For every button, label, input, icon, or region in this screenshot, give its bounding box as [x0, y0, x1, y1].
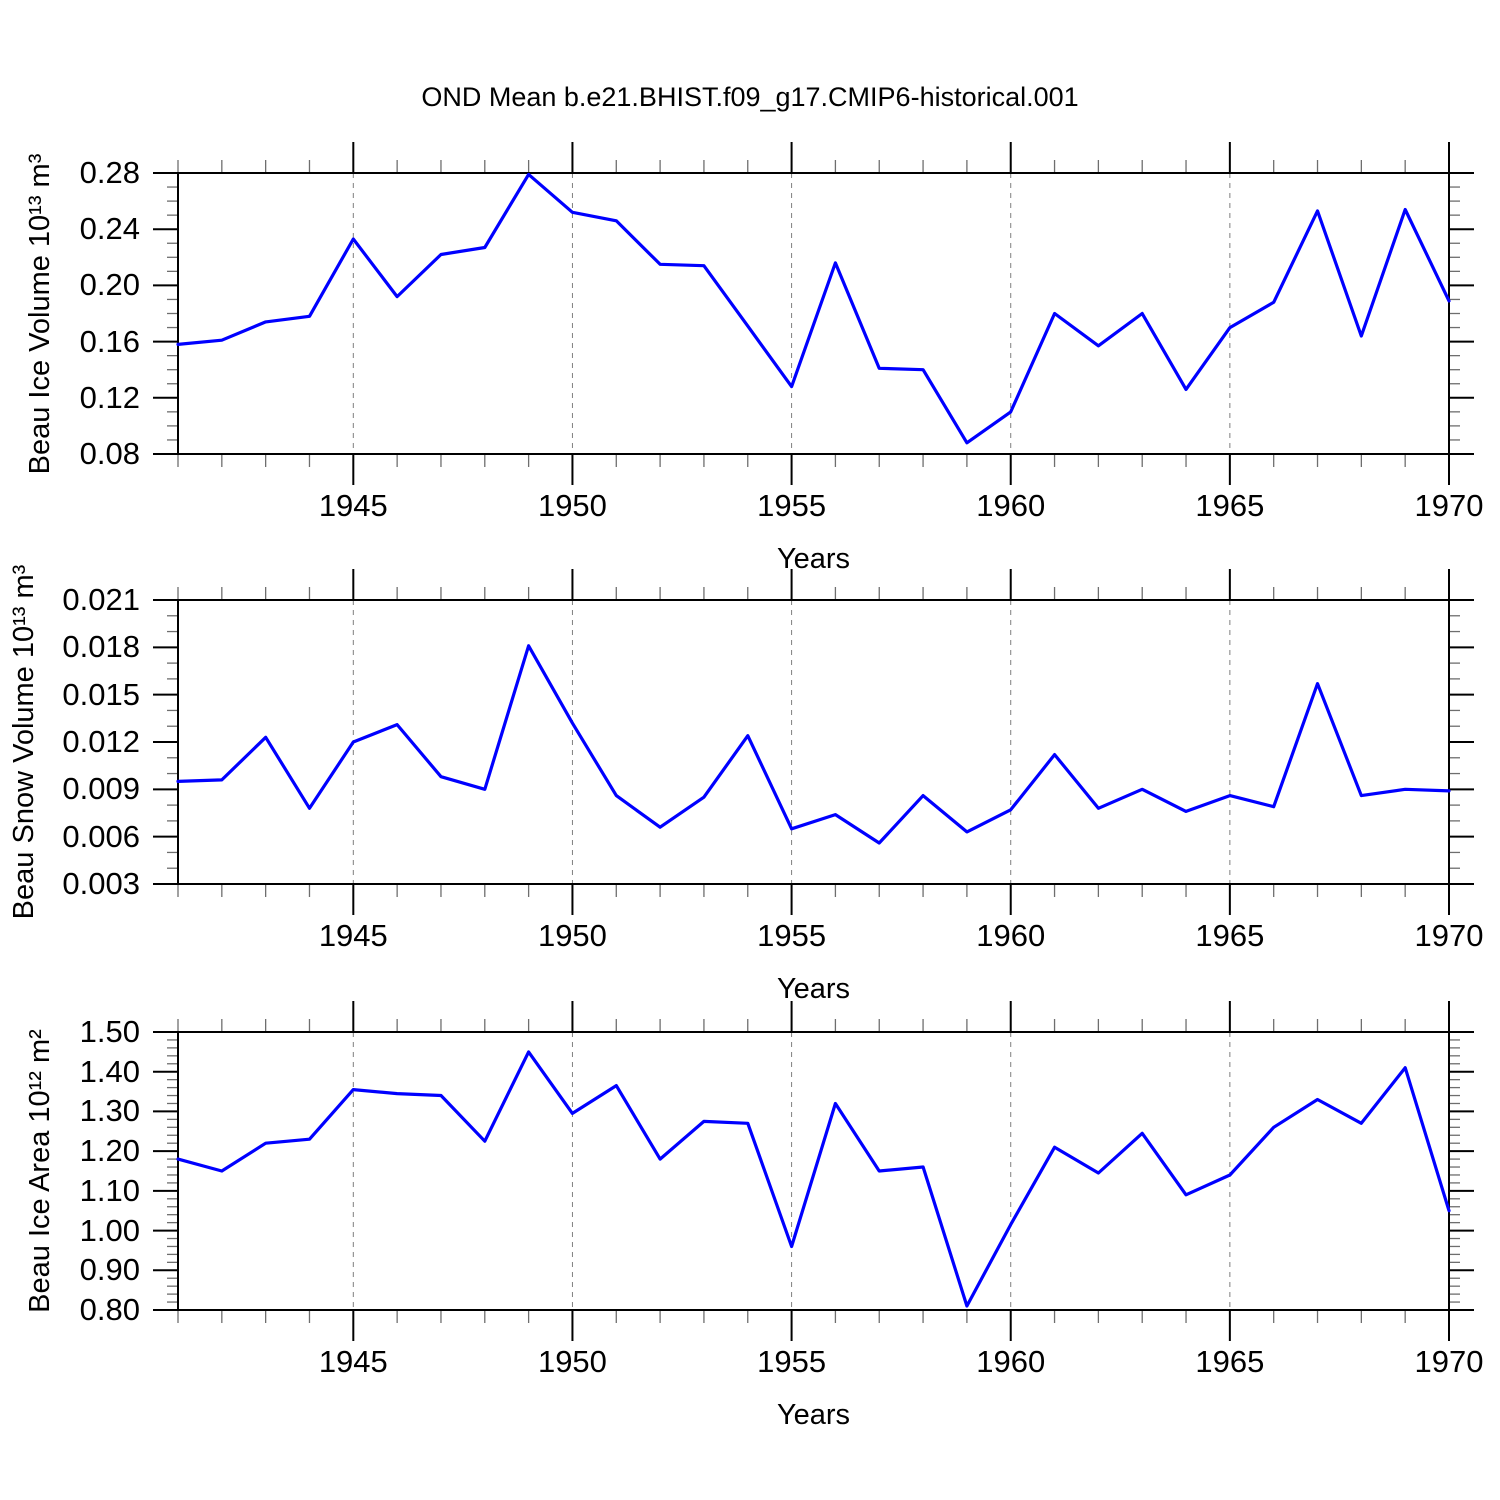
y-tick-label: 0.20: [79, 267, 140, 303]
x-tick-label: 1960: [976, 488, 1046, 523]
y-tick-label: 0.08: [79, 436, 140, 471]
x-axis-title-bottom-chart: Years: [776, 1399, 851, 1431]
x-tick-label: 1945: [318, 918, 388, 953]
y-tick-label: 1.50: [79, 1014, 140, 1049]
series-line-beau-snow-volume: [176, 644, 1451, 845]
y-tick-label: 0.12: [79, 379, 140, 415]
x-tick-label: 1955: [757, 918, 827, 953]
y-tick-label: 1.20: [79, 1133, 140, 1169]
plot-box: [177, 599, 1450, 885]
y-tick-label: 1.40: [79, 1053, 140, 1089]
y-tick-label: 0.018: [62, 629, 140, 665]
x-tick-label: 1970: [1414, 488, 1484, 523]
x-tick-label: 1965: [1195, 488, 1265, 523]
plot-box: [177, 1031, 1450, 1311]
x-axis-title-top-chart: Years: [776, 543, 851, 575]
y-axis-label-ice-area: Beau Ice Area 10¹² m²: [24, 1029, 56, 1313]
y-tick-label: 0.009: [62, 771, 140, 807]
x-tick-label: 1955: [757, 488, 827, 523]
x-axis-title-middle-chart: Years: [776, 973, 851, 1005]
x-tick-label: 1960: [976, 1344, 1046, 1379]
series-line-beau-ice-volume: [176, 172, 1451, 445]
x-tick-label: 1950: [537, 918, 607, 953]
x-tick-label: 1945: [318, 1344, 388, 1379]
y-tick-label: 0.28: [79, 155, 140, 190]
series-line-beau-ice-area: [176, 1050, 1451, 1308]
x-tick-label: 1970: [1414, 918, 1484, 953]
plot-box: [177, 172, 1450, 455]
y-tick-label: 1.30: [79, 1093, 140, 1129]
x-tick-label: 1950: [537, 488, 607, 523]
figure-title: OND Mean b.e21.BHIST.f09_g17.CMIP6-histo…: [421, 82, 1079, 112]
y-tick-label: 0.24: [79, 211, 140, 247]
y-tick-label: 0.16: [79, 323, 140, 359]
y-tick-label: 1.10: [79, 1172, 140, 1208]
x-tick-label: 1945: [318, 488, 388, 523]
y-tick-label: 0.90: [79, 1252, 140, 1288]
x-tick-label: 1970: [1414, 1344, 1484, 1379]
y-tick-label: 0.003: [62, 866, 140, 901]
x-tick-label: 1955: [757, 1344, 827, 1379]
y-tick-label: 0.006: [62, 818, 140, 854]
x-tick-label: 1960: [976, 918, 1046, 953]
x-tick-label: 1965: [1195, 1344, 1265, 1379]
y-tick-label: 0.015: [62, 676, 140, 712]
y-tick-label: 0.80: [79, 1292, 140, 1327]
y-tick-label: 0.012: [62, 724, 140, 759]
x-tick-label: 1950: [537, 1344, 607, 1379]
y-tick-label: 1.00: [79, 1212, 140, 1248]
y-tick-label: 0.021: [62, 582, 140, 617]
x-tick-label: 1965: [1195, 918, 1265, 953]
